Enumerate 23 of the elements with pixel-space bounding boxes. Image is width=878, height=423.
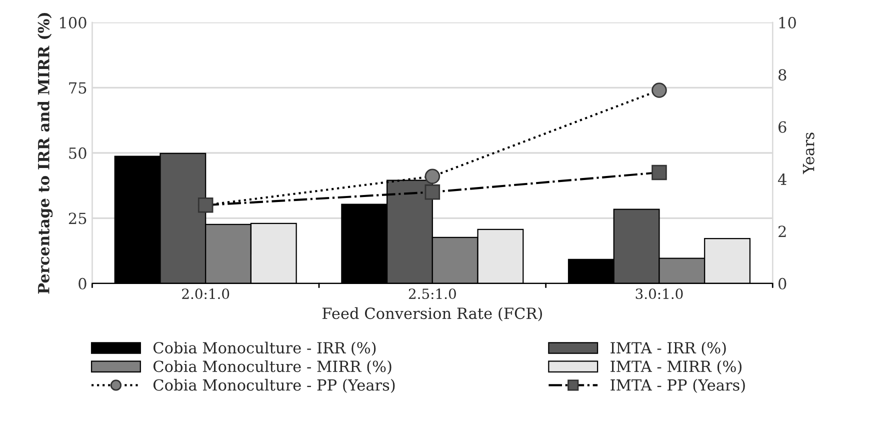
y-axis-title: Percentage to IRR and MIRR (%): [38, 12, 53, 294]
x-tick-label: 2.5:1.0: [408, 288, 456, 300]
legend-label: Cobia Monoculture - PP (Years): [153, 378, 395, 393]
legend-label: Cobia Monoculture - IRR (%): [153, 342, 376, 356]
x-tick-label: 3.0:1.0: [636, 288, 683, 300]
y-tick-label: 75: [69, 82, 86, 94]
legend-label: IMTA - PP (Years): [610, 378, 745, 393]
y2-axis-title: Years: [802, 132, 814, 174]
y2-tick-label: 0: [778, 278, 786, 290]
y2-tick-label: 6: [778, 121, 786, 133]
y2-tick-label: 4: [778, 173, 786, 185]
y2-tick-label: 2: [778, 226, 786, 238]
legend-label: Cobia Monoculture - MIRR (%): [153, 360, 392, 374]
y-tick-label: 50: [69, 147, 86, 159]
y-tick-label: 25: [68, 212, 86, 224]
x-tick-label: 2.0:1.0: [182, 288, 230, 300]
legend-label: IMTA - MIRR (%): [610, 360, 742, 374]
legend-label: IMTA - IRR (%): [610, 342, 726, 356]
x-axis-title: Feed Conversion Rate (FCR): [322, 307, 542, 322]
y-tick-label: 0: [78, 278, 86, 290]
y2-tick-label: 8: [778, 69, 786, 81]
y2-tick-label: 10: [779, 16, 796, 28]
y-tick-label: 100: [60, 16, 86, 28]
